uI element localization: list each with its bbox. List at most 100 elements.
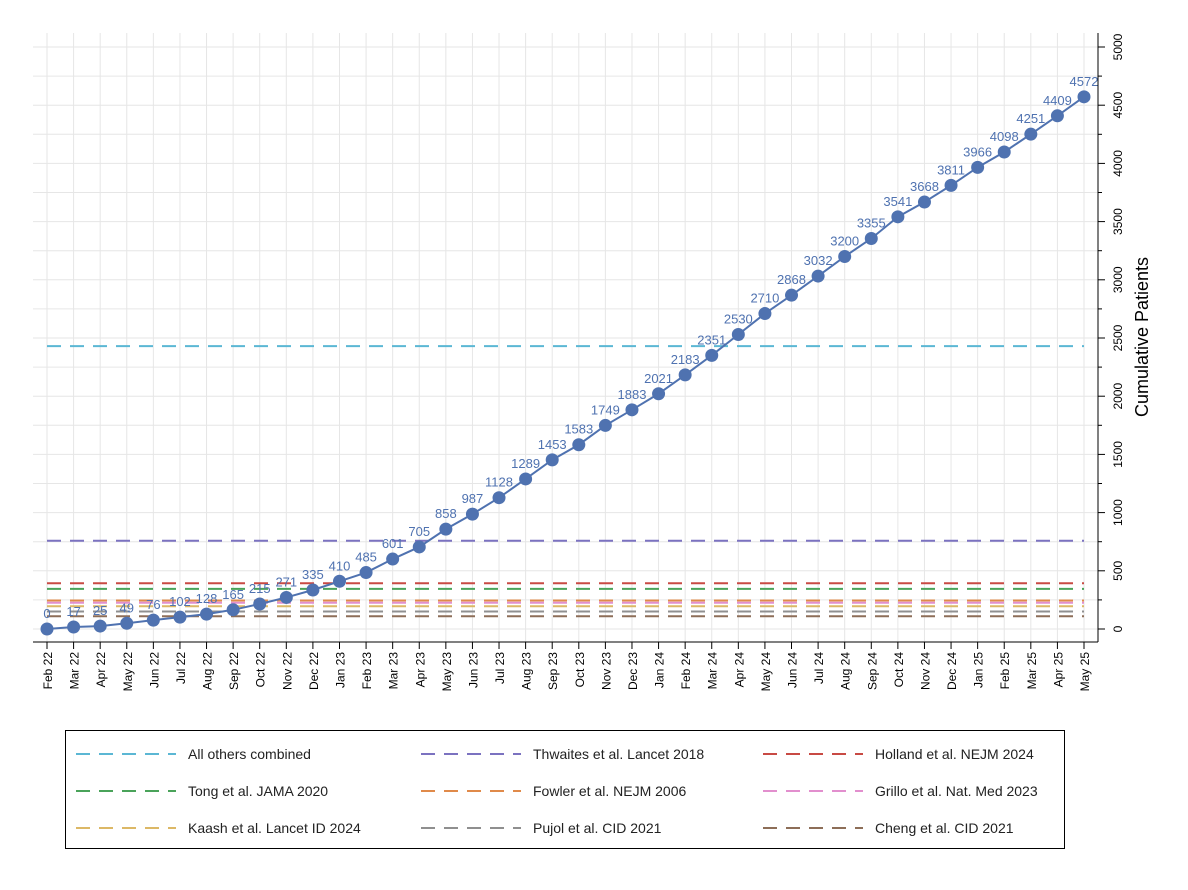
y-tick-label: 500: [1111, 560, 1125, 580]
y-axis-label: Cumulative Patients: [1132, 257, 1152, 417]
data-point: [465, 507, 479, 521]
data-point: [120, 616, 134, 630]
data-point: [226, 603, 240, 617]
x-tick-label: Nov 24: [918, 652, 932, 690]
legend-item: Kaash et al. Lancet ID 2024: [76, 818, 361, 838]
legend-item: All others combined: [76, 744, 311, 764]
data-label: 76: [146, 597, 160, 612]
y-tick-label: 5000: [1111, 33, 1125, 60]
legend-label: Tong et al. JAMA 2020: [188, 783, 329, 799]
legend-label: Thwaites et al. Lancet 2018: [533, 746, 705, 762]
data-point: [572, 438, 586, 452]
legend-label: Pujol et al. CID 2021: [533, 820, 662, 836]
data-label: 1453: [538, 437, 567, 452]
x-tick-label: Jan 24: [653, 652, 667, 688]
legend-item: Holland et al. NEJM 2024: [763, 744, 1034, 764]
data-point: [625, 403, 639, 417]
legend-label: Cheng et al. CID 2021: [875, 820, 1014, 836]
data-point: [652, 387, 666, 401]
data-label: 3355: [857, 215, 886, 230]
legend: All others combined Thwaites et al. Lance…: [65, 730, 1065, 849]
x-tick-label: Jan 23: [333, 652, 347, 688]
data-label: 601: [382, 536, 404, 551]
x-tick-label: Jul 24: [812, 652, 826, 684]
legend-label: Fowler et al. NEJM 2006: [533, 783, 687, 799]
x-tick-label: May 22: [121, 652, 135, 692]
data-label: 25: [93, 603, 107, 618]
data-label: 49: [120, 600, 134, 615]
y-tick-label: 4000: [1111, 150, 1125, 177]
x-tick-label: Jun 22: [147, 652, 161, 688]
data-point: [1050, 109, 1064, 123]
data-point: [971, 160, 985, 174]
x-tick-label: Dec 24: [945, 652, 959, 690]
y-tick-label: 1000: [1111, 499, 1125, 526]
legend-swatch: [421, 790, 521, 792]
legend-item: Grillo et al. Nat. Med 2023: [763, 781, 1038, 801]
data-label: 271: [275, 574, 297, 589]
x-tick-label: Sep 22: [227, 652, 241, 690]
data-label: 335: [302, 567, 324, 582]
data-point: [1024, 127, 1038, 141]
data-label: 3032: [804, 253, 833, 268]
data-point: [598, 418, 612, 432]
x-tick-label: Jan 25: [972, 652, 986, 688]
legend-label: All others combined: [188, 746, 311, 762]
x-tick-label: May 25: [1078, 652, 1092, 692]
y-tick-label: 3500: [1111, 208, 1125, 235]
x-tick-label: Dec 23: [626, 652, 640, 690]
y-tick-label: 0: [1111, 625, 1125, 632]
data-label: 485: [355, 550, 377, 565]
data-point: [519, 472, 533, 486]
data-point: [332, 574, 346, 588]
data-label: 2183: [671, 352, 700, 367]
x-tick-label: Feb 22: [41, 652, 55, 690]
data-label: 3966: [963, 144, 992, 159]
data-label: 1289: [511, 456, 540, 471]
legend-swatch: [763, 753, 863, 755]
data-point: [838, 250, 852, 264]
data-label: 2021: [644, 371, 673, 386]
data-label: 0: [43, 606, 50, 621]
x-tick-label: Feb 25: [998, 652, 1012, 690]
x-tick-label: Nov 22: [280, 652, 294, 690]
x-tick-label: Jun 24: [786, 652, 800, 688]
data-label: 128: [196, 591, 218, 606]
x-tick-label: May 23: [440, 652, 454, 692]
data-point: [412, 540, 426, 554]
data-point: [173, 610, 187, 624]
y-tick-label: 4500: [1111, 92, 1125, 119]
data-point: [40, 622, 54, 636]
legend-label: Grillo et al. Nat. Med 2023: [875, 783, 1038, 799]
y-tick-label: 1500: [1111, 441, 1125, 468]
data-point: [1077, 90, 1091, 104]
data-point: [492, 491, 506, 505]
legend-swatch: [763, 790, 863, 792]
x-tick-label: Oct 23: [573, 652, 587, 688]
legend-item: Thwaites et al. Lancet 2018: [421, 744, 704, 764]
data-point: [997, 145, 1011, 159]
x-tick-label: Mar 22: [68, 652, 82, 690]
series-line: [46, 96, 1085, 630]
data-label: 1883: [618, 387, 647, 402]
data-point: [678, 368, 692, 382]
legend-swatch: [76, 790, 176, 792]
data-point: [67, 620, 81, 634]
data-label: 4251: [1016, 111, 1045, 126]
y-tick-label: 3000: [1111, 266, 1125, 293]
data-point: [359, 566, 373, 580]
data-point: [253, 597, 267, 611]
data-point: [891, 210, 905, 224]
y-tick-label: 2500: [1111, 324, 1125, 351]
data-label: 2530: [724, 312, 753, 327]
data-point: [146, 613, 160, 627]
data-point: [200, 607, 214, 621]
x-tick-label: Oct 24: [892, 652, 906, 688]
x-tick-label: Oct 22: [254, 652, 268, 688]
legend-item: Tong et al. JAMA 2020: [76, 781, 328, 801]
x-tick-label: Aug 24: [839, 652, 853, 690]
x-tick-label: Jul 22: [174, 652, 188, 684]
data-point: [944, 178, 958, 192]
data-label: 102: [169, 594, 191, 609]
data-label: 858: [435, 506, 457, 521]
